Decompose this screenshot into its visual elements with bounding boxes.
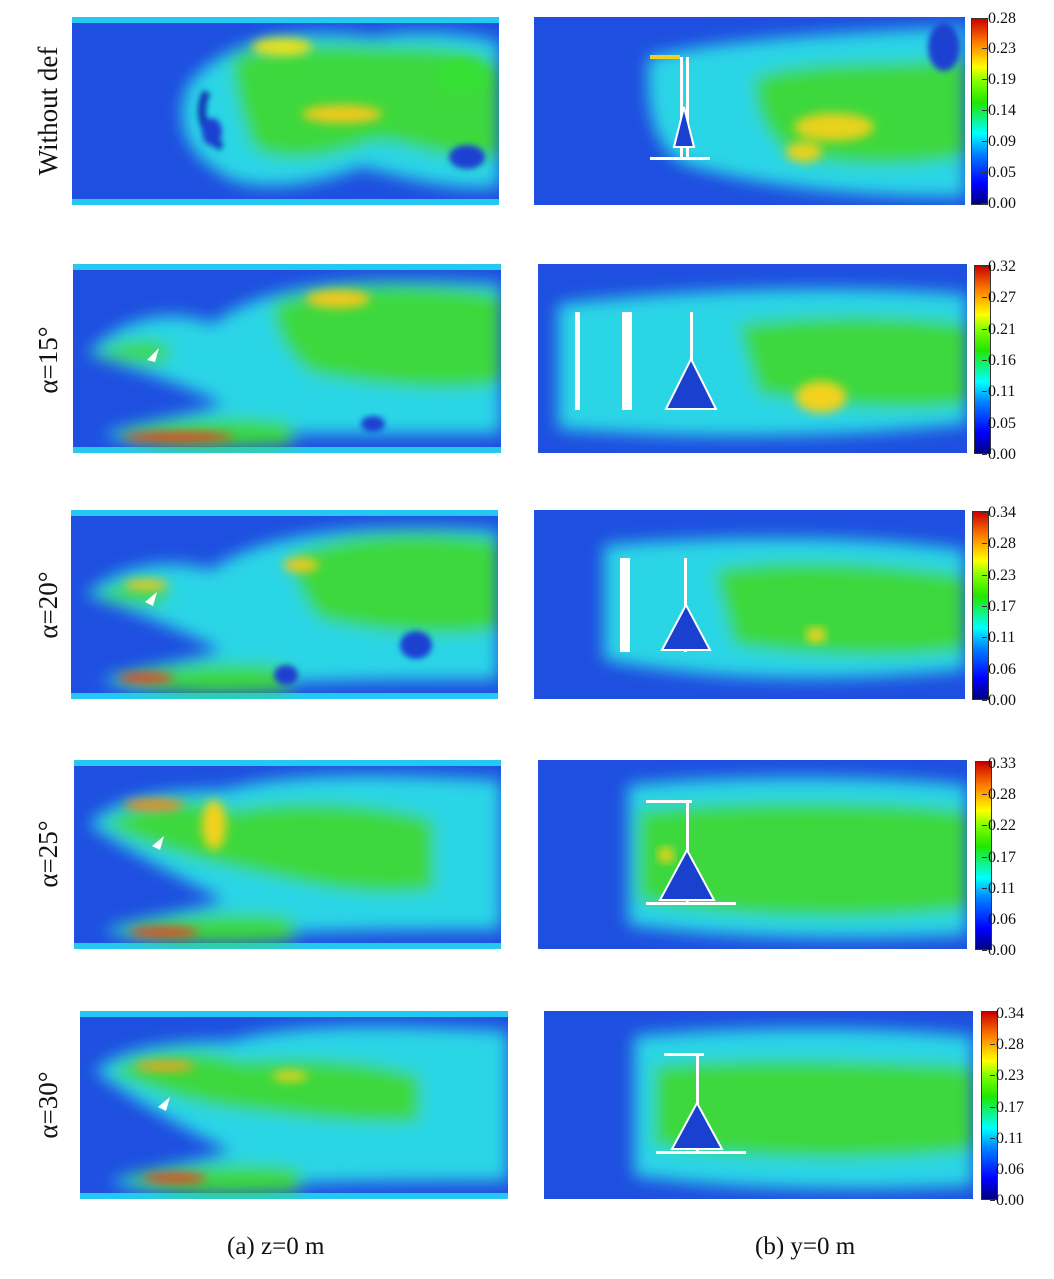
colorbar-tick: 0.17: [982, 849, 1016, 866]
row-label-alpha-15: α=15°: [33, 326, 63, 394]
colorbar-tick: 0.28: [982, 786, 1016, 803]
colorbar-tick: 0.11: [981, 383, 1016, 400]
colorbar-tick: 0.00: [982, 692, 1016, 709]
row-label-alpha-25: α=25°: [33, 820, 63, 888]
colorbar-tick: 0.23: [982, 567, 1016, 584]
colorbar-tick: 0.28: [982, 535, 1016, 552]
row-label-without-def: Without def: [33, 46, 63, 176]
colorbar-without-def: [971, 18, 988, 205]
colorbar-tick: 0.05: [982, 415, 1016, 432]
contour-panel-y0-alpha-30: [544, 1011, 973, 1199]
contour-panel-z0-alpha-30: [80, 1011, 508, 1199]
colorbar-tick: 0.09: [982, 133, 1016, 150]
row-label-alpha-30: α=30°: [33, 1071, 63, 1139]
contour-panel-z0-alpha-15: [73, 264, 501, 453]
colorbar-tick: 0.32: [982, 258, 1016, 275]
colorbar-tick: 0.00: [990, 1192, 1024, 1209]
row-label-alpha-20: α=20°: [33, 571, 63, 639]
contour-panel-y0-alpha-20: [534, 510, 965, 699]
colorbar-tick: 0.34: [982, 504, 1016, 521]
colorbar-tick: 0.33: [982, 755, 1016, 772]
colorbar-tick: 0.00: [982, 195, 1016, 212]
contour-panel-y0-without-def: [534, 17, 965, 205]
colorbar-alpha-25: [975, 761, 992, 950]
colorbar-tick: 0.00: [982, 942, 1016, 959]
colorbar-tick: 0.19: [982, 71, 1016, 88]
colorbar-alpha-15: [974, 265, 991, 454]
colorbar-tick: 0.28: [982, 10, 1016, 27]
colorbar-tick: 0.28: [990, 1036, 1024, 1053]
colorbar-alpha-20: [972, 511, 989, 700]
colorbar-tick: 0.11: [981, 880, 1016, 897]
contour-panel-z0-alpha-20: [71, 510, 498, 699]
colorbar-tick: 0.23: [982, 40, 1016, 57]
colorbar-tick: 0.21: [982, 321, 1016, 338]
colorbar-tick: 0.34: [990, 1005, 1024, 1022]
colorbar-tick: 0.11: [981, 629, 1016, 646]
colorbar-tick: 0.05: [982, 164, 1016, 181]
caption-a: (a) z=0 m: [227, 1233, 325, 1260]
colorbar-tick: 0.00: [982, 446, 1016, 463]
contour-panel-y0-alpha-15: [538, 264, 967, 453]
colorbar-tick: 0.06: [990, 1161, 1024, 1178]
colorbar-tick: 0.17: [982, 598, 1016, 615]
colorbar-tick: 0.14: [982, 102, 1016, 119]
contour-panel-z0-without-def: [72, 17, 499, 205]
colorbar-tick: 0.23: [990, 1067, 1024, 1084]
colorbar-tick: 0.11: [989, 1130, 1024, 1147]
colorbar-alpha-30: [981, 1011, 998, 1200]
colorbar-tick: 0.22: [982, 817, 1016, 834]
colorbar-tick: 0.27: [982, 289, 1016, 306]
colorbar-tick: 0.16: [982, 352, 1016, 369]
colorbar-tick: 0.06: [982, 911, 1016, 928]
colorbar-tick: 0.06: [982, 661, 1016, 678]
contour-panel-z0-alpha-25: [74, 760, 501, 949]
caption-b: (b) y=0 m: [755, 1233, 856, 1260]
colorbar-tick: 0.17: [990, 1099, 1024, 1116]
contour-panel-y0-alpha-25: [538, 760, 967, 949]
